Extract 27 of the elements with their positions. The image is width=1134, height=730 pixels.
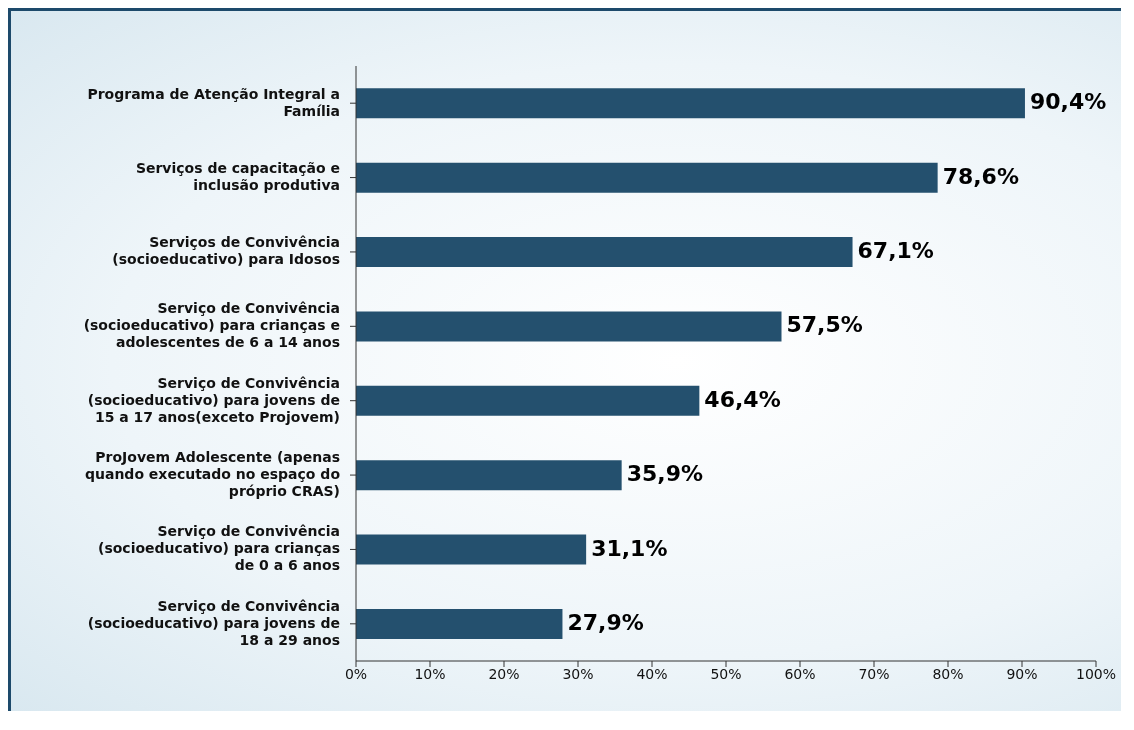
- y-tick-label: Serviço de Convivência (socioeducativo) para crianças de 0 a 6 anos: [98, 523, 340, 574]
- x-tick-label: 0%: [344, 665, 368, 682]
- x-tick-label: 10%: [414, 665, 446, 682]
- y-tick-label: Serviço de Convivência (socioeducativo) para jovens de 15 a 17 anos(exceto Projovem): [87, 374, 340, 425]
- y-tick-label: Serviços de capacitação e inclusão produtiva: [135, 160, 340, 194]
- data-label: 67,1%: [857, 238, 934, 264]
- y-tick-label: Programa de Atenção Integral a Família: [87, 85, 340, 119]
- data-label: 78,6%: [942, 163, 1019, 189]
- data-label: 57,5%: [786, 312, 863, 338]
- x-tick-label: 50%: [710, 665, 742, 682]
- data-label: 31,1%: [591, 535, 668, 561]
- data-label: 35,9%: [626, 461, 703, 487]
- data-label: 90,4%: [1029, 89, 1107, 115]
- x-tick-label: 40%: [636, 665, 668, 682]
- x-tick-label: 60%: [784, 665, 816, 682]
- data-label: 27,9%: [567, 609, 644, 635]
- x-tick-label: 90%: [1006, 665, 1038, 682]
- x-tick-label: 100%: [1075, 665, 1117, 682]
- y-tick-label: Serviço de Convivência (socioeducativo) para jovens de 18 a 29 anos: [87, 597, 340, 648]
- y-tick-label: Serviços de Convivência (socioeducativo) para Idosos: [112, 234, 340, 268]
- y-tick-label: Serviço de Convivência (socioeducativo) para crianças e adolescentes de 6 a 14 anos: [83, 300, 340, 351]
- x-tick-label: 20%: [488, 665, 520, 682]
- data-label: 46,4%: [704, 386, 781, 412]
- x-tick-label: 80%: [932, 665, 964, 682]
- x-tick-label: 30%: [562, 665, 594, 682]
- y-tick-label: ProJovem Adolescente (apenas quando executado no espaço do próprio CRAS): [84, 449, 341, 500]
- x-tick-label: 70%: [858, 665, 890, 682]
